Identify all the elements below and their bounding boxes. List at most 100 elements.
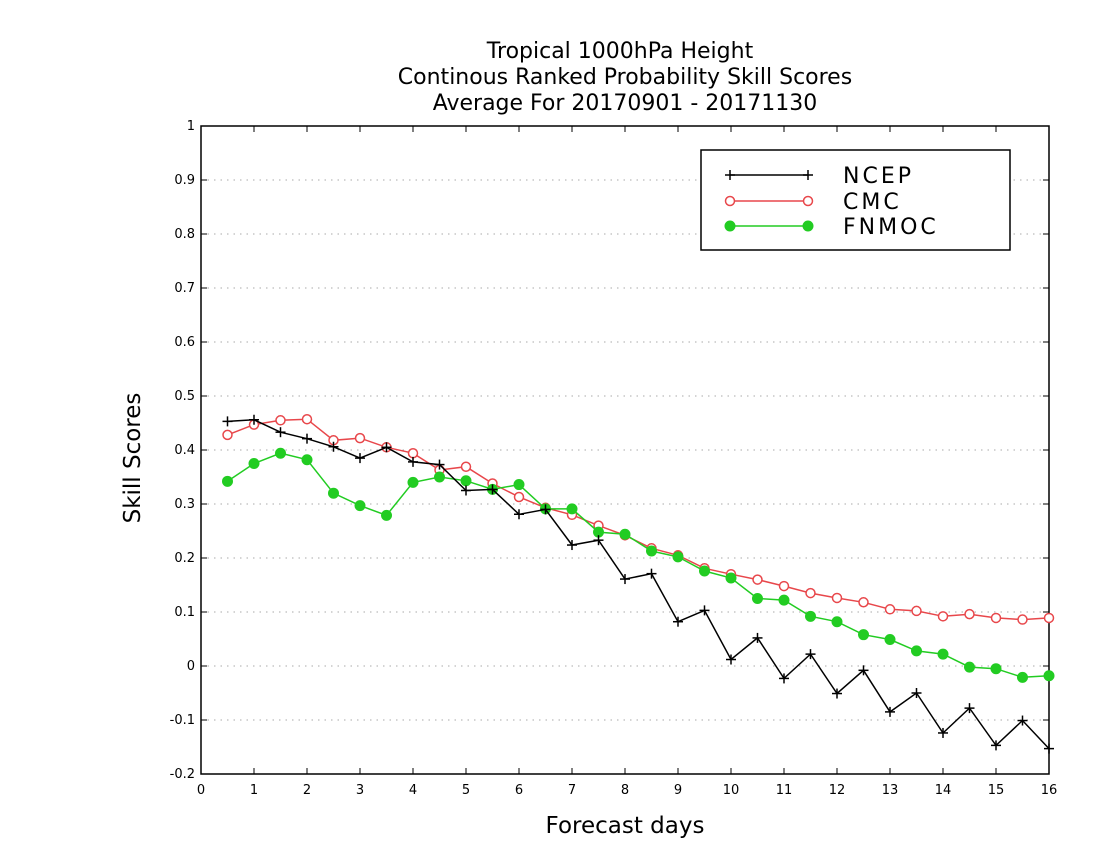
- data-point-cmc: [407, 447, 419, 459]
- y-tick-label: 0.4: [174, 443, 195, 458]
- x-tick-label: 7: [568, 783, 576, 798]
- y-tick-label: 0.6: [174, 335, 195, 350]
- data-point-fnmoc: [301, 454, 313, 466]
- data-point-fnmoc: [964, 661, 975, 673]
- legend-items: [724, 170, 814, 232]
- data-point-ncep: [1017, 715, 1028, 726]
- legend-marker-ncep: [803, 170, 813, 180]
- x-tick-label: 15: [988, 783, 1005, 798]
- data-point-fnmoc: [328, 487, 339, 499]
- x-tick-label: 4: [409, 783, 417, 798]
- y-tick-label: -0.2: [170, 767, 195, 782]
- data-point-ncep: [699, 605, 710, 616]
- legend-label-fnmoc: FNMOC: [843, 215, 939, 240]
- data-point-fnmoc: [884, 634, 896, 646]
- data-point-ncep: [434, 459, 445, 470]
- data-point-cmc: [805, 587, 816, 599]
- data-point-ncep: [726, 654, 736, 665]
- series-line-ncep: [227, 419, 1050, 750]
- legend-label-cmc: CMC: [843, 190, 902, 215]
- series-line-cmc: [227, 418, 1050, 621]
- data-point-cmc: [778, 580, 790, 592]
- data-point-ncep: [514, 509, 524, 520]
- data-point-cmc: [990, 612, 1002, 624]
- data-point-cmc: [301, 413, 313, 425]
- data-point-fnmoc: [460, 475, 472, 487]
- y-axis-label: Skill Scores: [120, 393, 146, 524]
- data-point-ncep: [885, 706, 895, 717]
- legend-swatch-cmc: [724, 195, 814, 207]
- data-point-fnmoc: [248, 458, 260, 469]
- data-point-cmc: [275, 415, 286, 426]
- data-point-ncep: [222, 416, 233, 427]
- data-point-ncep: [355, 453, 365, 464]
- x-tick-label: 0: [197, 783, 205, 798]
- y-tick-label: 0: [187, 659, 195, 674]
- data-point-ncep: [567, 540, 577, 551]
- y-tick-label: 0.3: [174, 497, 195, 512]
- legend: NCEP CMC FNMOC: [700, 149, 1011, 251]
- legend-marker-fnmoc: [724, 220, 736, 232]
- data-point-fnmoc: [222, 475, 233, 487]
- chart-title-line-2: Continous Ranked Probability Skill Score…: [398, 65, 852, 90]
- data-point-cmc: [460, 461, 472, 472]
- data-point-ncep: [832, 688, 842, 699]
- data-point-cmc: [831, 592, 843, 604]
- x-tick-label: 1: [250, 783, 258, 798]
- x-tick-label: 12: [829, 783, 846, 798]
- data-point-ncep: [858, 665, 869, 676]
- data-point-cmc: [513, 491, 525, 503]
- data-point-fnmoc: [381, 509, 392, 521]
- series-cmc: [222, 413, 1055, 625]
- x-tick-label: 14: [935, 783, 952, 798]
- data-point-cmc: [222, 429, 233, 441]
- data-point-ncep: [752, 632, 763, 643]
- y-tick-label: 0.8: [174, 227, 195, 242]
- legend-marker-fnmoc: [802, 220, 814, 232]
- data-point-ncep: [487, 484, 498, 495]
- y-tick-label: 0.2: [174, 551, 195, 566]
- y-tick-label: 0.1: [174, 605, 195, 620]
- data-point-fnmoc: [646, 545, 657, 557]
- legend-swatch-ncep: [725, 170, 813, 180]
- chart-title-line-1: Tropical 1000hPa Height: [486, 39, 754, 64]
- data-point-fnmoc: [275, 447, 286, 459]
- y-tick-label: 0.9: [174, 173, 195, 188]
- data-point-ncep: [938, 727, 948, 738]
- data-point-fnmoc: [752, 593, 763, 604]
- x-tick-label: 13: [882, 783, 899, 798]
- data-point-fnmoc: [699, 565, 710, 577]
- x-axis-label: Forecast days: [546, 813, 705, 839]
- data-point-fnmoc: [990, 663, 1002, 675]
- data-point-fnmoc: [513, 479, 525, 491]
- data-point-fnmoc: [725, 572, 737, 584]
- data-point-ncep: [302, 433, 312, 444]
- data-point-ncep: [964, 703, 975, 714]
- data-point-fnmoc: [566, 503, 578, 515]
- x-tick-label: 10: [723, 783, 740, 798]
- x-tick-label: 11: [776, 783, 793, 798]
- data-point-cmc: [911, 605, 922, 617]
- data-point-ncep: [805, 649, 816, 660]
- data-point-fnmoc: [354, 500, 366, 512]
- legend-box: [700, 149, 1011, 251]
- data-point-fnmoc: [672, 551, 684, 563]
- legend-swatch-fnmoc: [724, 220, 814, 232]
- data-point-ncep: [1044, 743, 1054, 754]
- data-point-ncep: [911, 688, 922, 698]
- data-point-fnmoc: [1017, 671, 1028, 683]
- data-point-fnmoc: [1043, 670, 1055, 682]
- data-point-ncep: [620, 574, 630, 585]
- data-point-ncep: [461, 485, 471, 496]
- data-point-cmc: [858, 597, 869, 608]
- data-point-cmc: [964, 608, 975, 620]
- data-point-cmc: [884, 604, 896, 615]
- y-tick-label: -0.1: [170, 713, 195, 728]
- data-point-ncep: [381, 442, 392, 453]
- x-tick-label: 5: [462, 783, 470, 798]
- legend-marker-cmc: [802, 195, 814, 207]
- axis-ticks: -0.2-0.100.10.20.30.40.50.60.70.80.910 1 2…: [170, 119, 1058, 798]
- data-point-fnmoc: [619, 528, 631, 540]
- chart-title-line-3: Average For 20170901 - 20171130: [433, 91, 818, 116]
